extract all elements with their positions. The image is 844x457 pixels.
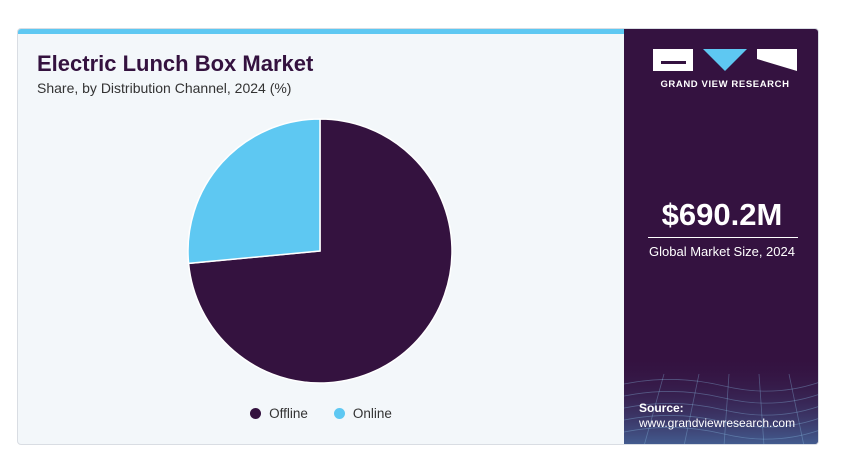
brand-name: GRAND VIEW RESEARCH (660, 79, 790, 90)
market-size-value: $690.2M (661, 197, 783, 232)
legend-label-online: Online (352, 406, 392, 421)
source-url[interactable]: www.grandviewresearch.com (639, 416, 796, 430)
brand-logo: GRAND VIEW RESEARCH (644, 49, 806, 90)
infographic-card: Electric Lunch Box Market Share, by Dist… (17, 28, 819, 445)
legend-item-online: Online (333, 406, 392, 421)
legend-swatch-offline (250, 408, 262, 419)
chart-panel: Electric Lunch Box Market Share, by Dist… (18, 34, 624, 444)
chart-subtitle: Share, by Distribution Channel, 2024 (%) (37, 80, 292, 96)
summary-sidebar: GRAND VIEW RESEARCH $690.2M Global Marke… (624, 29, 818, 444)
grand-view-research-logo-icon (653, 49, 797, 71)
pie-chart (187, 118, 453, 384)
source-label: Source: (639, 401, 684, 415)
legend-swatch-online (333, 408, 345, 419)
legend-label-offline: Offline (269, 406, 308, 421)
divider (648, 237, 798, 238)
legend-item-offline: Offline (250, 406, 308, 421)
accent-bar (18, 29, 624, 34)
pie-slice-online (187, 118, 321, 265)
market-size-label: Global Market Size, 2024 (649, 244, 795, 259)
chart-title: Electric Lunch Box Market (37, 51, 314, 76)
chart-legend: Offline Online (18, 406, 624, 421)
decorative-wave-pattern (624, 354, 818, 444)
